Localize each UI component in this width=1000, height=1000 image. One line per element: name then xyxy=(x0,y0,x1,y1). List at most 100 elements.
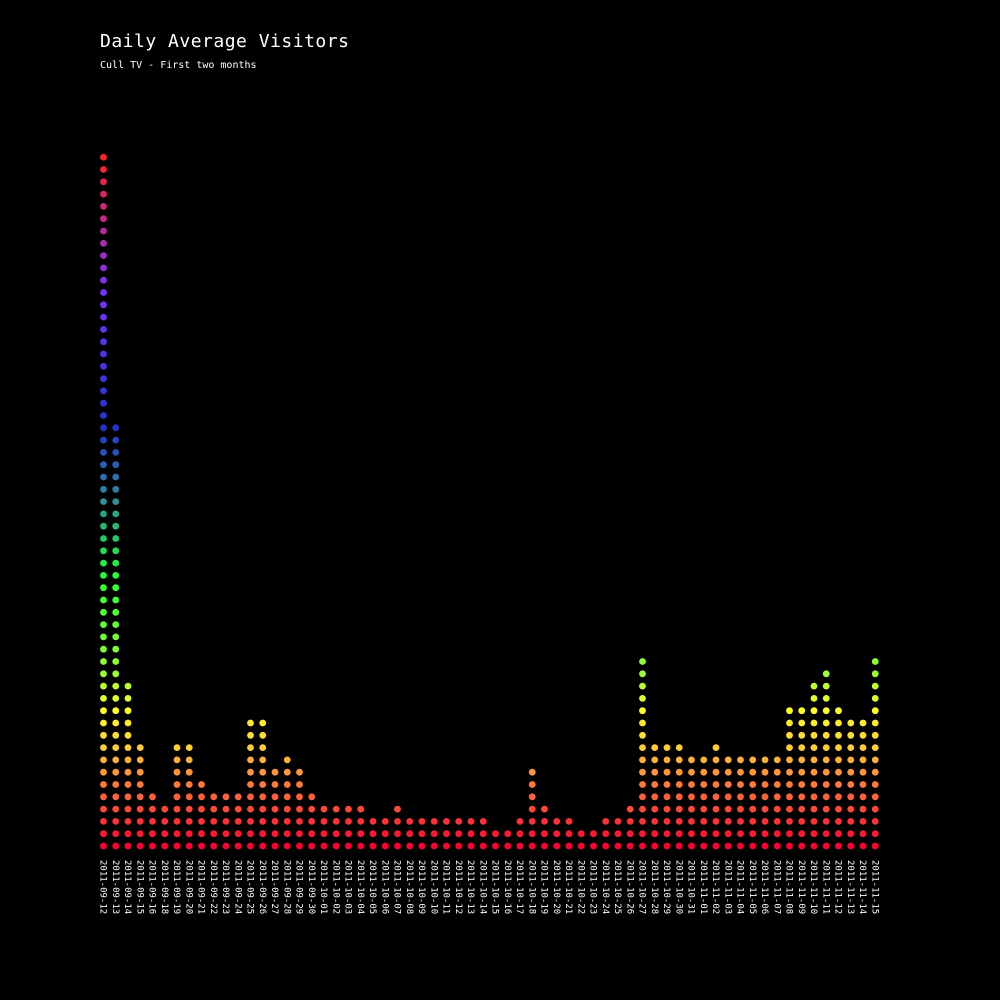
dot xyxy=(822,768,830,776)
bar-2011-10-15 xyxy=(492,830,499,850)
dot xyxy=(602,842,610,850)
x-tick-label: 2011-10-28 xyxy=(649,860,659,914)
dot xyxy=(112,535,120,542)
dot xyxy=(859,818,867,825)
dot xyxy=(553,818,561,825)
dot xyxy=(247,719,254,727)
x-tick-label: 2011-11-07 xyxy=(771,860,781,914)
bar-2011-09-24 xyxy=(234,793,242,850)
dot xyxy=(418,830,426,838)
dot xyxy=(112,695,120,702)
dot xyxy=(283,830,291,838)
dot xyxy=(688,805,695,813)
dot xyxy=(271,805,279,813)
dot xyxy=(283,818,291,825)
bar-2011-09-25 xyxy=(247,719,254,850)
dot xyxy=(443,818,450,825)
x-tick-label: 2011-09-24 xyxy=(232,860,242,914)
dot xyxy=(124,793,132,801)
dot xyxy=(198,805,205,813)
dot xyxy=(761,781,769,788)
dot xyxy=(418,818,426,825)
dot xyxy=(406,818,414,825)
dot xyxy=(835,818,842,825)
dot xyxy=(822,805,830,813)
x-tick-label: 2011-10-18 xyxy=(526,860,536,914)
dot xyxy=(112,608,120,616)
dot xyxy=(100,375,107,382)
dot xyxy=(810,695,818,702)
dot xyxy=(724,818,732,825)
dot xyxy=(822,830,830,838)
dot xyxy=(210,793,218,801)
dot xyxy=(786,719,793,727)
dot xyxy=(112,436,120,444)
dot xyxy=(700,818,708,825)
x-tick-label: 2011-10-14 xyxy=(477,860,487,914)
dot xyxy=(847,793,855,801)
dot xyxy=(185,805,193,813)
dot xyxy=(712,793,720,801)
dot xyxy=(112,842,120,850)
dot xyxy=(112,547,120,555)
dot xyxy=(234,842,242,850)
dot xyxy=(847,756,855,764)
dot xyxy=(504,842,512,850)
dot xyxy=(185,744,193,751)
bar-2011-09-28 xyxy=(283,756,291,850)
dot xyxy=(112,510,120,518)
dot xyxy=(222,805,230,813)
dot xyxy=(835,793,842,801)
dot xyxy=(100,166,107,173)
dot xyxy=(871,670,879,678)
bar-2011-09-14 xyxy=(124,682,132,850)
dot xyxy=(663,768,671,776)
dot xyxy=(357,805,365,813)
dot xyxy=(737,830,744,838)
bar-2011-10-23 xyxy=(590,830,597,850)
dot xyxy=(100,682,107,690)
dot xyxy=(173,793,181,801)
dot xyxy=(198,818,205,825)
dot xyxy=(467,830,475,838)
dot xyxy=(100,289,107,296)
dot xyxy=(810,781,818,788)
dot xyxy=(639,830,646,838)
dot xyxy=(100,461,107,469)
dot xyxy=(100,227,107,235)
dot xyxy=(124,781,132,788)
x-tick-label: 2011-10-19 xyxy=(539,860,549,914)
x-tick-label: 2011-10-10 xyxy=(428,860,438,914)
dot xyxy=(112,731,120,739)
x-tick-label: 2011-10-04 xyxy=(355,860,365,914)
dot xyxy=(712,818,720,825)
dot xyxy=(467,842,475,850)
x-tick-label: 2011-09-29 xyxy=(294,860,304,914)
dot xyxy=(663,805,671,813)
dot xyxy=(345,842,352,850)
x-tick-label: 2011-11-05 xyxy=(747,860,757,914)
dot xyxy=(675,781,683,788)
dot xyxy=(626,830,634,838)
dot xyxy=(773,842,781,850)
x-tick-label: 2011-11-10 xyxy=(808,860,818,914)
bar-2011-10-18 xyxy=(528,768,536,850)
dot xyxy=(185,818,193,825)
dot xyxy=(688,768,695,776)
dot xyxy=(271,781,279,788)
dot xyxy=(149,805,156,813)
x-tick-label: 2011-11-04 xyxy=(735,860,745,914)
dot xyxy=(161,830,169,838)
dot xyxy=(100,547,107,555)
dot xyxy=(712,768,720,776)
dot xyxy=(112,596,120,604)
bar-2011-09-29 xyxy=(296,768,303,850)
x-tick-label: 2011-11-11 xyxy=(820,860,830,914)
dot xyxy=(810,719,818,727)
dot xyxy=(296,842,303,850)
dot xyxy=(100,153,107,161)
dot xyxy=(786,768,793,776)
dot xyxy=(798,756,806,764)
dot xyxy=(100,203,107,210)
x-tick-label: 2011-11-02 xyxy=(710,860,720,914)
